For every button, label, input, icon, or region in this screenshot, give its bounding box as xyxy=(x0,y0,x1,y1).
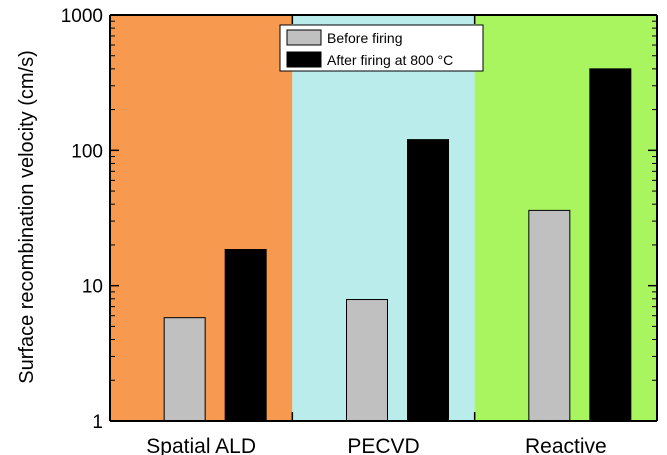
axes xyxy=(109,14,658,422)
legend-label-after-firing: After firing at 800 °C xyxy=(327,52,453,68)
legend-swatch-after-firing xyxy=(286,51,322,68)
x-tick-label-spatial-ald: Spatial ALD xyxy=(146,435,256,455)
y-tick-labels: 1 10 100 1000 xyxy=(61,6,103,433)
bars xyxy=(163,68,632,422)
bar-spatial-ald-after-firing-at-800-c xyxy=(224,249,267,422)
bar-spatial-ald-before-firing xyxy=(163,317,206,422)
bar-reactive-before-firing xyxy=(528,209,571,422)
legend-label-before-firing: Before firing xyxy=(327,30,402,46)
bar-pecvd-after-firing-at-800-c xyxy=(407,139,449,422)
x-category-labels: Spatial ALD PECVD Reactive xyxy=(146,435,606,455)
bar-reactive-after-firing-at-800-c xyxy=(589,68,632,422)
legend: Before firing After firing at 800 °C xyxy=(279,24,484,72)
y-tick-label: 10 xyxy=(82,277,103,298)
y-axis-title: Surface recombination velocity (cm/s) xyxy=(16,50,38,383)
x-tick-label-pecvd: PECVD xyxy=(347,435,419,455)
y-tick-label: 100 xyxy=(71,141,103,162)
legend-swatch-before-firing xyxy=(286,29,322,46)
x-tick-label-reactive: Reactive xyxy=(525,435,607,455)
y-tick-label: 1 xyxy=(92,412,103,433)
y-tick-label: 1000 xyxy=(61,6,103,27)
bar-pecvd-before-firing xyxy=(346,299,388,422)
